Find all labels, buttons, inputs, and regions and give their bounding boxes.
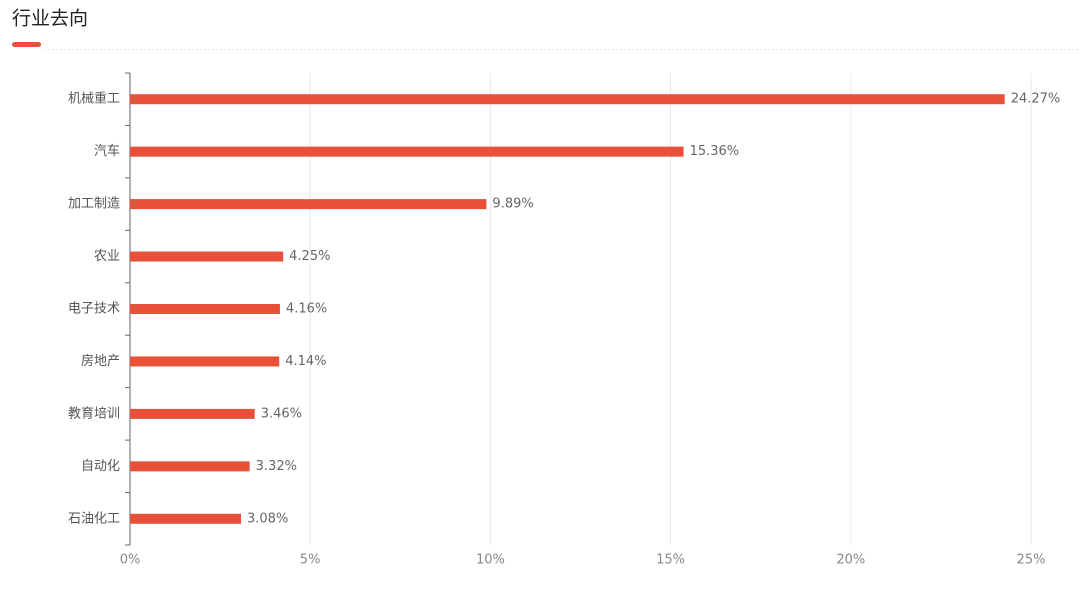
bar xyxy=(130,146,684,157)
bar xyxy=(130,94,1005,105)
value-label: 9.89% xyxy=(492,197,533,212)
bar xyxy=(130,199,487,210)
y-tick-label: 汽车 xyxy=(94,143,120,159)
x-tick-label: 5% xyxy=(300,553,321,568)
value-label: 4.16% xyxy=(286,302,327,317)
x-tick-label: 10% xyxy=(476,553,505,568)
bar xyxy=(130,461,250,472)
bar xyxy=(130,251,284,262)
x-tick-label: 0% xyxy=(120,553,141,568)
value-label: 3.32% xyxy=(256,459,297,474)
x-tick-label: 25% xyxy=(1017,553,1046,568)
value-label: 4.25% xyxy=(289,249,330,264)
bar xyxy=(130,408,255,419)
y-tick-label: 教育培训 xyxy=(68,405,120,421)
value-label: 3.46% xyxy=(261,406,302,421)
y-tick-label: 加工制造 xyxy=(68,197,120,212)
y-tick-label: 机械重工 xyxy=(68,91,120,107)
y-tick-label: 石油化工 xyxy=(68,511,120,526)
value-label: 15.36% xyxy=(690,144,740,159)
y-tick-label: 农业 xyxy=(94,249,120,264)
bar xyxy=(130,356,280,367)
x-tick-label: 20% xyxy=(836,553,865,568)
y-tick-label: 房地产 xyxy=(81,353,120,369)
chart-title: 行业去向 xyxy=(12,8,88,30)
value-label: 24.27% xyxy=(1011,92,1061,107)
bar xyxy=(130,513,242,524)
value-label: 4.14% xyxy=(285,354,326,369)
title-accent xyxy=(12,42,41,47)
y-tick-label: 电子技术 xyxy=(68,302,120,317)
x-tick-label: 15% xyxy=(656,553,685,568)
bar xyxy=(130,304,280,314)
y-tick-label: 自动化 xyxy=(81,459,120,474)
value-label: 3.08% xyxy=(247,511,288,526)
